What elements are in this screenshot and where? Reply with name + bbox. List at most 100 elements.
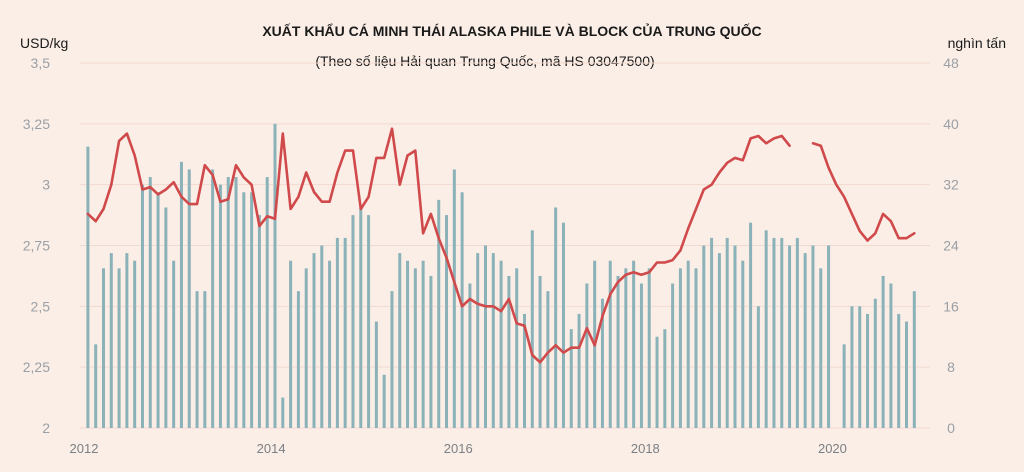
bar — [577, 313, 581, 428]
bar — [741, 260, 745, 428]
bar — [374, 321, 378, 428]
bar — [569, 329, 573, 428]
bar — [795, 237, 799, 428]
bar — [218, 184, 222, 428]
bar — [530, 230, 534, 428]
bar — [827, 245, 831, 428]
right-tick-label: 40 — [943, 116, 959, 132]
left-tick-label: 3,25 — [23, 116, 50, 132]
bar — [733, 245, 737, 428]
bar — [678, 268, 682, 428]
bar — [702, 245, 706, 428]
bar — [476, 253, 480, 428]
bar — [211, 169, 215, 429]
right-tick-label: 32 — [943, 177, 959, 193]
bar — [780, 237, 784, 428]
bar — [328, 260, 332, 428]
bar — [889, 283, 893, 428]
bar — [94, 344, 98, 428]
right-tick-label: 24 — [943, 238, 959, 254]
bar — [195, 291, 199, 428]
left-tick-label: 2 — [42, 420, 50, 436]
bar — [320, 245, 324, 428]
bar — [367, 215, 371, 428]
price-line — [86, 127, 791, 364]
bar — [632, 260, 636, 428]
bar — [756, 306, 760, 428]
bar — [382, 374, 386, 428]
bar — [561, 222, 565, 428]
bar — [452, 169, 456, 429]
bar — [585, 283, 589, 428]
bar — [250, 192, 254, 428]
right-tick-label: 16 — [943, 298, 959, 314]
bar — [86, 146, 90, 429]
bar — [413, 268, 417, 428]
right-tick-label: 0 — [947, 420, 955, 436]
bar — [234, 177, 238, 428]
bar — [811, 245, 815, 428]
bar — [125, 253, 129, 428]
bar — [312, 253, 316, 428]
bar — [663, 329, 667, 428]
right-tick-label: 48 — [943, 55, 959, 71]
bar — [538, 275, 542, 428]
bar — [265, 177, 269, 428]
bar — [304, 268, 308, 428]
left-axis-unit: USD/kg — [20, 35, 68, 51]
bar — [850, 306, 854, 428]
bar — [289, 260, 293, 428]
gridlines — [80, 62, 930, 429]
bar — [133, 260, 137, 428]
bar — [437, 199, 441, 428]
bar — [109, 253, 113, 428]
left-tick-label: 2,5 — [31, 298, 51, 314]
bar — [671, 283, 675, 428]
left-axis: 2 2,25 2,5 2,75 3 3,25 3,5 — [23, 55, 50, 436]
bar — [554, 207, 558, 428]
chart-title: XUẤT KHẨU CÁ MINH THÁI ALASKA PHILE VÀ B… — [262, 22, 761, 39]
left-tick-label: 2,75 — [23, 238, 50, 254]
price-line — [811, 142, 916, 242]
x-tick-label: 2018 — [631, 441, 660, 456]
x-tick-label: 2016 — [444, 441, 473, 456]
bar — [101, 268, 105, 428]
bar — [616, 275, 620, 428]
bar — [359, 207, 363, 428]
bar — [725, 237, 729, 428]
x-tick-label: 2012 — [70, 441, 99, 456]
x-axis: 2012 2014 2016 2018 2020 — [70, 441, 847, 456]
bar — [639, 283, 643, 428]
bar — [242, 192, 246, 428]
bar — [429, 275, 433, 428]
bar — [499, 260, 503, 428]
bar — [172, 260, 176, 428]
bar — [624, 268, 628, 428]
bar — [905, 321, 909, 428]
chart-subtitle: (Theo số liệu Hải quan Trung Quốc, mã HS… — [315, 53, 654, 69]
bar — [897, 313, 901, 428]
x-tick-label: 2020 — [818, 441, 847, 456]
bar — [164, 207, 168, 428]
bar — [764, 230, 768, 428]
bar — [179, 161, 183, 428]
bar — [421, 260, 425, 428]
bar — [546, 291, 550, 428]
bar — [749, 222, 753, 428]
bar — [710, 237, 714, 428]
bar — [873, 298, 877, 428]
bar — [156, 192, 160, 428]
bar — [203, 291, 207, 428]
bar — [484, 245, 488, 428]
bar — [148, 177, 152, 428]
right-axis: 0 8 16 24 32 40 48 — [943, 55, 959, 436]
bar — [866, 313, 870, 428]
bar — [803, 253, 807, 428]
bar — [522, 313, 526, 428]
right-tick-label: 8 — [947, 359, 955, 375]
bar — [647, 268, 651, 428]
bar — [772, 237, 776, 428]
bar — [117, 268, 121, 428]
